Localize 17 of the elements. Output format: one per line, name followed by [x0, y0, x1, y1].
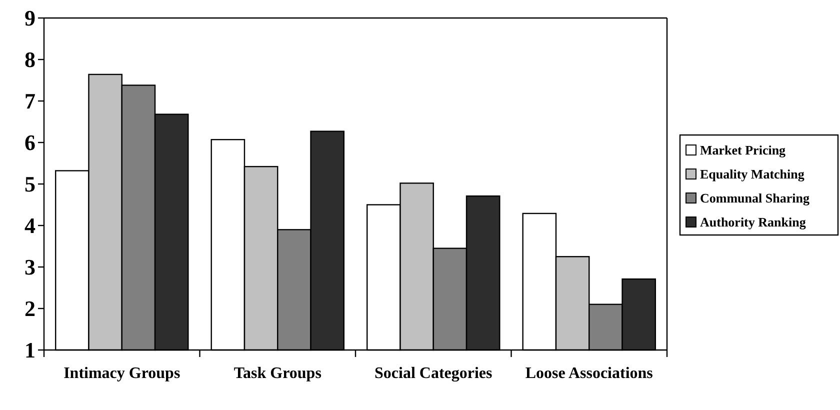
y-tick-label: 3: [24, 254, 36, 280]
legend-label: Authority Ranking: [700, 214, 806, 230]
y-tick-label: 4: [24, 213, 36, 238]
x-tick-label: Task Groups: [234, 365, 322, 382]
y-tick-label: 7: [24, 88, 36, 114]
legend-label: Communal Sharing: [700, 190, 810, 206]
y-tick-label: 1: [24, 338, 36, 363]
y-tick-label: 9: [24, 6, 36, 31]
legend-label: Market Pricing: [700, 142, 786, 158]
x-tick-label: Loose Associations: [525, 365, 653, 382]
x-tick-label: Social Categories: [374, 365, 492, 382]
y-tick-label: 6: [24, 130, 36, 156]
y-tick-label: 8: [24, 47, 36, 72]
y-tick-label: 2: [24, 296, 36, 322]
x-tick-label: Intimacy Groups: [64, 365, 180, 382]
legend-label: Equality Matching: [700, 166, 805, 182]
y-tick-label: 5: [24, 172, 36, 197]
